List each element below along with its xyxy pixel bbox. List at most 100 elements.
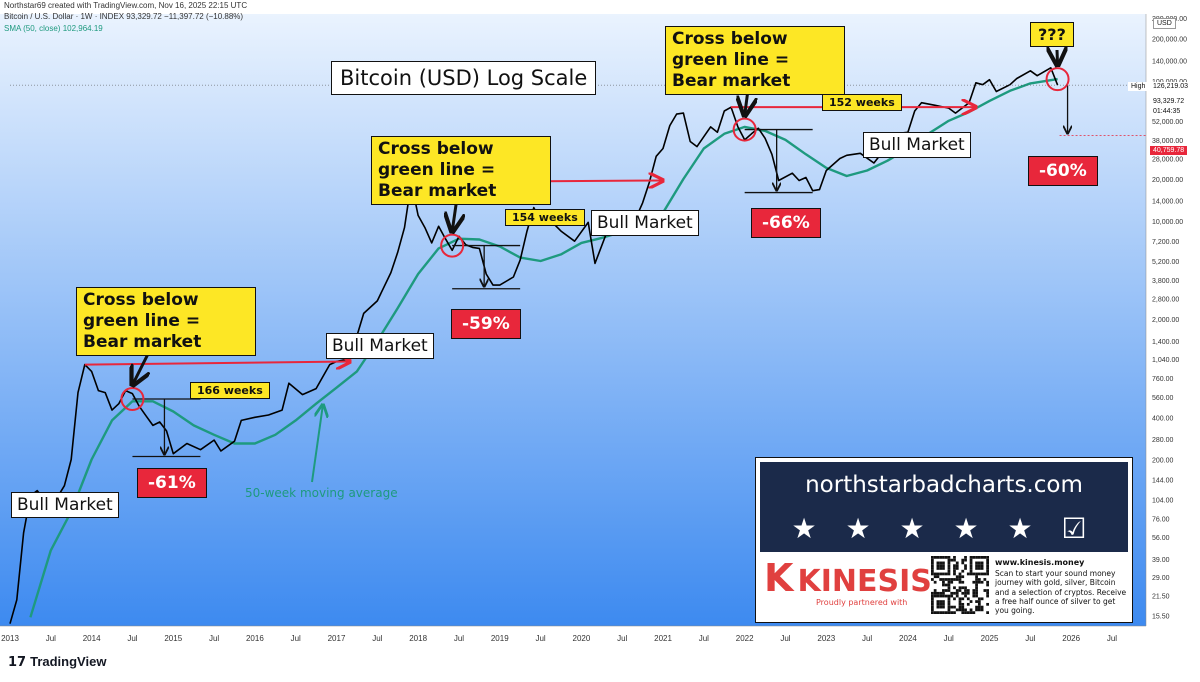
- qr-module: [931, 572, 934, 576]
- qr-module: [986, 583, 989, 587]
- x-tick-label: Jul: [454, 634, 464, 643]
- qr-module: [947, 608, 951, 612]
- qr-module: [958, 597, 962, 601]
- qr-module: [986, 602, 989, 606]
- qr-module: [953, 567, 956, 570]
- high-tag-label: High: [1128, 82, 1149, 91]
- qr-module: [947, 589, 951, 592]
- high-tag-value: 126,219.03: [1150, 82, 1192, 91]
- qr-module: [936, 572, 940, 576]
- qr-module: [961, 569, 965, 573]
- qr-module: [966, 602, 970, 606]
- qr-module: [961, 597, 965, 601]
- qr-module: [975, 580, 978, 584]
- credit-line: Northstar69 created with TradingView.com…: [4, 1, 248, 10]
- qr-module: [961, 608, 965, 612]
- qr-module: [939, 556, 943, 559]
- tradingview-logo[interactable]: 17 TradingView: [8, 654, 106, 670]
- qr-module: [977, 602, 981, 606]
- ad-brand: K KINESIS: [764, 556, 932, 600]
- sma-line: [29, 77, 1058, 618]
- x-tick-label: 2023: [817, 634, 835, 643]
- bull-label-2: Bull Market: [326, 333, 434, 359]
- qr-module: [936, 591, 940, 595]
- x-tick-label: Jul: [944, 634, 954, 643]
- qr-module: [958, 600, 962, 603]
- qr-module: [977, 572, 981, 576]
- qr-module: [936, 561, 940, 565]
- qr-module: [931, 597, 934, 601]
- qr-module: [986, 589, 989, 592]
- qr-module: [950, 558, 954, 562]
- y-tick-label: 21.50: [1152, 593, 1170, 600]
- qr-module: [944, 578, 948, 581]
- ad-site[interactable]: northstarbadcharts.com: [805, 472, 1083, 498]
- qr-module: [964, 594, 967, 598]
- drawdown-label-1: -61%: [137, 468, 207, 498]
- y-tick-label: 144.00: [1152, 478, 1174, 485]
- y-tick-label: 760.00: [1152, 376, 1174, 383]
- y-tick-label: 2,800.00: [1152, 297, 1179, 304]
- qr-code-icon[interactable]: [931, 556, 989, 614]
- ad-url[interactable]: www.kinesis.money: [995, 558, 1085, 567]
- qr-module: [958, 572, 962, 576]
- qr-module: [983, 589, 987, 592]
- qr-module: [966, 589, 970, 592]
- qr-module: [966, 572, 970, 576]
- x-tick-label: Jul: [209, 634, 219, 643]
- drawdown-label-3: -66%: [751, 208, 821, 238]
- qr-module: [958, 605, 962, 609]
- qr-module: [977, 608, 981, 612]
- qr-module: [969, 564, 973, 568]
- qr-module: [986, 572, 989, 576]
- qr-module: [977, 556, 981, 559]
- qr-module: [931, 605, 934, 609]
- qr-module: [983, 578, 987, 581]
- qr-module: [931, 594, 934, 598]
- qr-module: [986, 591, 989, 595]
- qr-module: [975, 605, 978, 609]
- ma-pointer-arrow: [311, 405, 323, 483]
- qr-module: [955, 589, 959, 592]
- qr-module: [931, 578, 934, 581]
- qr-module: [975, 586, 978, 590]
- qr-module: [975, 589, 978, 592]
- qr-module: [936, 602, 940, 606]
- ad-partner: Proudly partnered with: [816, 598, 908, 607]
- qr-module: [947, 611, 951, 614]
- qr-module: [961, 561, 965, 565]
- y-tick-label: 280.00: [1152, 437, 1174, 444]
- cross-label-3: Cross below green line = Bear market: [665, 26, 845, 95]
- qr-module: [942, 602, 945, 606]
- qr-module: [939, 605, 943, 609]
- qr-module: [964, 567, 967, 570]
- qr-module: [947, 594, 951, 598]
- qr-module: [955, 575, 959, 579]
- qr-module: [950, 594, 954, 598]
- qr-module: [961, 611, 965, 614]
- qr-module: [942, 600, 945, 603]
- qr-module: [977, 561, 981, 565]
- ad-stars: ★ ★ ★ ★ ★ ☑: [791, 512, 1097, 545]
- x-tick-label: Jul: [535, 634, 545, 643]
- qr-module: [980, 564, 984, 568]
- qr-module: [969, 556, 973, 559]
- x-tick-label: Jul: [46, 634, 56, 643]
- qr-module: [964, 564, 967, 568]
- bull-label-3: Bull Market: [591, 210, 699, 236]
- qr-module: [947, 583, 951, 587]
- qr-module: [969, 572, 973, 576]
- qr-module: [953, 586, 956, 590]
- qr-module: [966, 611, 970, 614]
- qr-module: [975, 575, 978, 579]
- qr-module: [936, 605, 940, 609]
- qr-module: [975, 561, 978, 565]
- qr-module: [953, 591, 956, 595]
- qr-module: [947, 561, 951, 565]
- y-tick-label: 3,800.00: [1152, 278, 1179, 285]
- qr-module: [947, 605, 951, 609]
- qr-module: [955, 608, 959, 612]
- qr-module: [942, 561, 945, 565]
- ad-blurb: Scan to start your sound money journey w…: [995, 569, 1127, 616]
